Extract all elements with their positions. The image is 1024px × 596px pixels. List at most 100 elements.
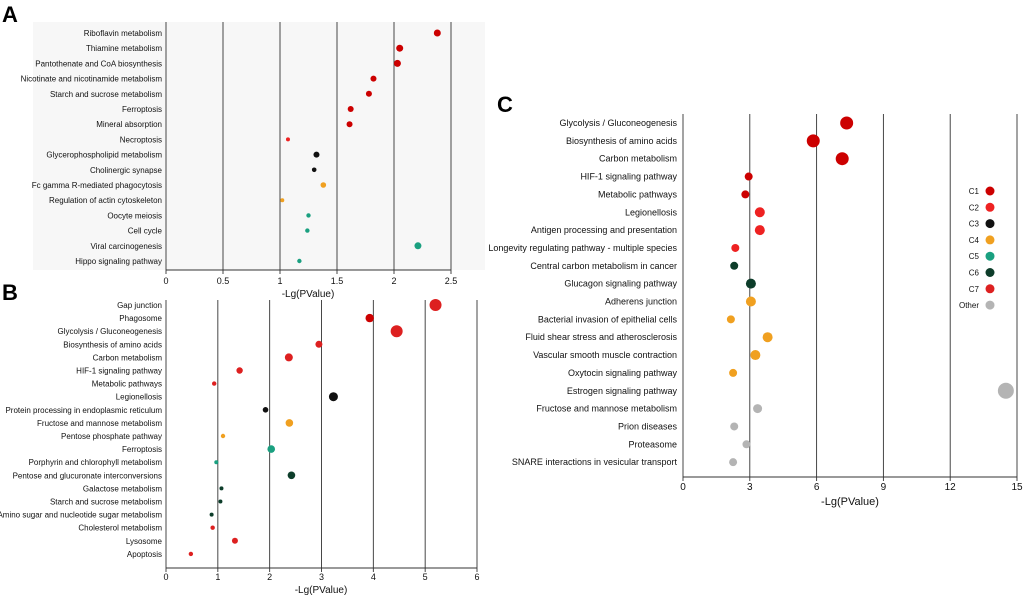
x-tick-label: 12 <box>945 482 957 493</box>
category-label: Vascular smooth muscle contraction <box>533 350 677 360</box>
data-point <box>744 172 753 181</box>
category-label: Viral carcinogenesis <box>91 242 162 251</box>
legend-label: C6 <box>969 269 980 278</box>
category-label: Proteasome <box>628 439 677 449</box>
category-label: Central carbon metabolism in cancer <box>530 261 677 271</box>
category-label: HIF-1 signaling pathway <box>76 367 162 376</box>
legend-swatch <box>985 268 995 277</box>
category-label: Metabolic pathways <box>598 189 678 199</box>
data-point <box>267 445 276 453</box>
data-point <box>320 182 327 188</box>
category-label: Pentose phosphate pathway <box>61 432 162 441</box>
category-label: Oocyte meiosis <box>107 211 162 220</box>
category-label: Glucagon signaling pathway <box>564 279 677 289</box>
x-axis-label: -Lg(PValue) <box>295 585 348 596</box>
data-point <box>745 278 756 289</box>
x-tick-label: 9 <box>881 482 887 493</box>
data-point <box>365 90 372 97</box>
category-label: Cholinergic synapse <box>90 166 163 175</box>
data-point <box>806 134 820 148</box>
data-point <box>730 422 739 431</box>
data-point <box>726 315 735 324</box>
category-label: Apoptosis <box>127 550 162 559</box>
category-label: Fructose and mannose metabolism <box>37 419 162 428</box>
legend-swatch <box>985 251 995 261</box>
panel-a: A 0 0.5 1 1.5 2 2.5 -Lg(PValue) Riboflavin metab… <box>2 2 485 300</box>
category-label: Amino sugar and nucleotide sugar metabol… <box>0 511 162 520</box>
x-tick-label: 2 <box>267 572 272 582</box>
legend-label: C4 <box>969 236 980 245</box>
data-point <box>236 367 243 374</box>
legend-label: C2 <box>969 203 980 212</box>
data-point <box>429 299 442 311</box>
category-label: Hippo signaling pathway <box>75 257 162 266</box>
legend-label: C1 <box>969 187 980 196</box>
data-point <box>393 59 401 67</box>
panel-letter: A <box>2 2 18 27</box>
category-label: Ferroptosis <box>122 445 162 454</box>
data-point <box>284 353 293 362</box>
legend: C1 C2 C3 C4 C5 C6 C7 Other <box>959 186 995 310</box>
x-tick-label: 1.5 <box>331 276 344 286</box>
data-point <box>315 340 323 348</box>
x-tick-label: 0 <box>680 482 686 493</box>
panel-letter: B <box>2 280 18 305</box>
data-point <box>729 458 738 467</box>
data-point <box>414 242 422 250</box>
x-tick-label: 2.5 <box>445 276 458 286</box>
category-label: Galactose metabolism <box>83 484 162 493</box>
category-label: Ferroptosis <box>122 105 162 114</box>
x-tick-label: 3 <box>319 572 324 582</box>
category-label: Metabolic pathways <box>92 380 162 389</box>
category-label: Biosynthesis of amino acids <box>566 136 678 146</box>
data-point <box>306 213 311 218</box>
x-tick-label: 6 <box>814 482 820 493</box>
plot-background <box>33 22 485 270</box>
panel-letter: C <box>497 92 513 117</box>
x-tick-label: 0 <box>163 572 168 582</box>
category-label: HIF-1 signaling pathway <box>580 172 677 182</box>
category-label: Carbon metabolism <box>93 353 163 362</box>
data-point <box>262 407 269 413</box>
category-label: Protein processing in endoplasmic reticu… <box>5 406 162 415</box>
data-point <box>754 225 765 236</box>
data-point <box>287 471 296 480</box>
x-tick-label: 0.5 <box>217 276 230 286</box>
category-label: Longevity regulating pathway - multiple … <box>488 243 677 253</box>
category-label: Starch and sucrose metabolism <box>50 498 162 507</box>
data-point <box>231 537 238 544</box>
category-label: Nicotinate and nicotinamide metabolism <box>21 75 163 84</box>
data-point <box>731 243 740 252</box>
data-point <box>730 261 739 270</box>
category-label: Bacterial invasion of epithelial cells <box>538 314 678 324</box>
x-tick-label: 0 <box>163 276 168 286</box>
category-label: Biosynthesis of amino acids <box>63 340 162 349</box>
category-label: Fc gamma R-mediated phagocytosis <box>32 181 162 190</box>
legend-swatch <box>985 186 995 196</box>
data-point <box>220 433 226 439</box>
data-point <box>997 382 1014 399</box>
data-point <box>313 151 320 158</box>
category-label: Carbon metabolism <box>599 154 677 164</box>
data-point <box>219 486 224 491</box>
data-point <box>212 381 217 386</box>
category-label: Starch and sucrose metabolism <box>50 90 162 99</box>
category-label: Glycolysis / Gluconeogenesis <box>559 118 677 128</box>
category-label: Legionellosis <box>625 207 678 217</box>
panel-b: B 0 1 2 3 4 5 6 -Lg(PValue) Gap junction Phagosome… <box>0 280 480 596</box>
legend-label: Other <box>959 301 979 310</box>
data-point <box>210 525 215 530</box>
category-label: Glycolysis / Gluconeogenesis <box>58 327 163 336</box>
category-label: Antigen processing and presentation <box>531 225 677 235</box>
category-label: Prion diseases <box>618 421 678 431</box>
data-point <box>297 258 302 264</box>
data-point <box>840 116 854 130</box>
data-point <box>835 152 849 166</box>
category-label: Mineral absorption <box>96 120 162 129</box>
x-tick-label: 3 <box>747 482 753 493</box>
category-label: Pantothenate and CoA biosynthesis <box>35 59 162 68</box>
legend-swatch <box>985 284 995 294</box>
category-label: Fructose and mannose metabolism <box>536 404 677 414</box>
data-point <box>346 121 353 128</box>
category-label: Oxytocin signaling pathway <box>568 368 678 378</box>
